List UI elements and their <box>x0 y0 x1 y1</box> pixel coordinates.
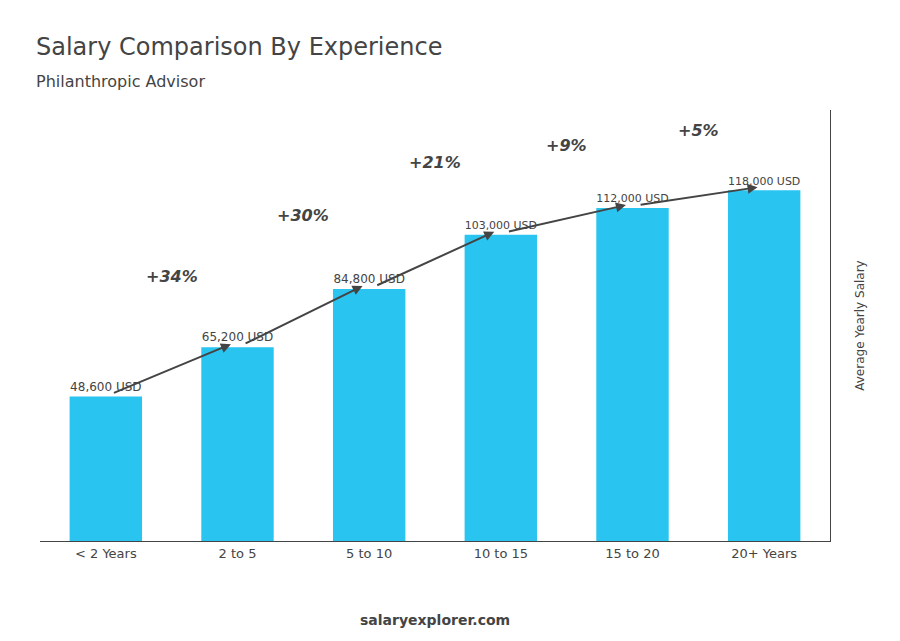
svg-text:10 to 15: 10 to 15 <box>474 546 528 561</box>
svg-text:48,600 USD: 48,600 USD <box>70 380 141 394</box>
svg-text:20+ Years: 20+ Years <box>731 546 797 561</box>
svg-text:65,200 USD: 65,200 USD <box>202 330 273 344</box>
svg-text:salaryexplorer.com: salaryexplorer.com <box>360 612 510 628</box>
svg-text:5 to 10: 5 to 10 <box>346 546 392 561</box>
svg-text:< 2 Years: < 2 Years <box>75 546 137 561</box>
svg-text:15 to 20: 15 to 20 <box>605 546 659 561</box>
svg-text:118,000 USD: 118,000 USD <box>728 175 800 188</box>
svg-text:+21%: +21% <box>409 153 461 172</box>
svg-text:Philanthropic Advisor: Philanthropic Advisor <box>36 72 205 91</box>
svg-text:2 to 5: 2 to 5 <box>219 546 257 561</box>
svg-text:112,000 USD: 112,000 USD <box>596 192 668 205</box>
svg-text:Salary Comparison By Experienc: Salary Comparison By Experience <box>36 33 442 61</box>
svg-text:103,000 USD: 103,000 USD <box>465 219 537 232</box>
svg-text:84,800 USD: 84,800 USD <box>333 272 404 286</box>
svg-text:Average Yearly Salary: Average Yearly Salary <box>853 260 867 390</box>
svg-text:+30%: +30% <box>277 206 329 225</box>
svg-text:+5%: +5% <box>678 121 719 140</box>
svg-text:+9%: +9% <box>546 136 587 155</box>
svg-text:+34%: +34% <box>146 267 198 286</box>
